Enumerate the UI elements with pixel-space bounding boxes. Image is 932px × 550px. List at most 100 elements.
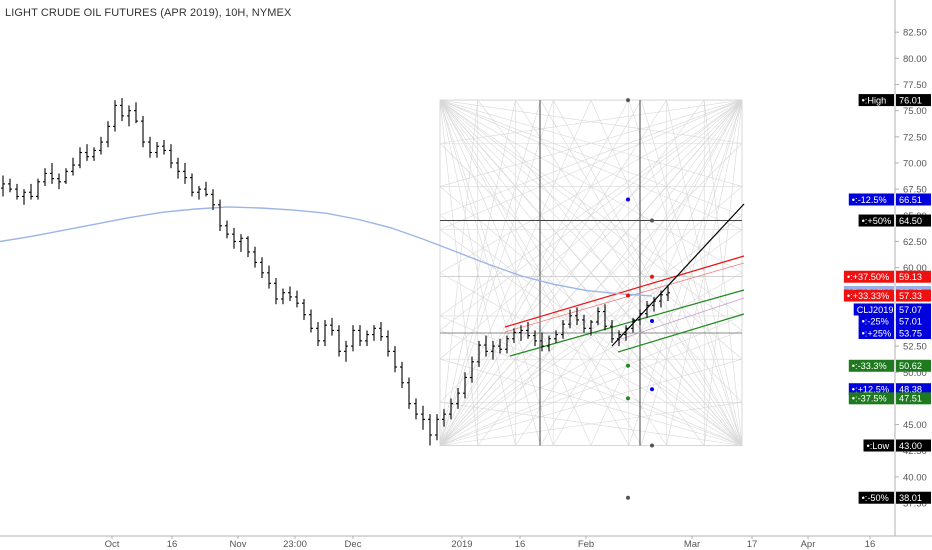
x-tick-label: 16 bbox=[167, 539, 178, 550]
price-label-value: 64.50 bbox=[899, 216, 922, 226]
price-bars bbox=[1, 98, 670, 446]
price-label-tag bbox=[858, 314, 894, 327]
trend-channels bbox=[504, 203, 745, 357]
price-label: •:-12.5% 66.51 bbox=[848, 193, 931, 206]
gann-fan-line bbox=[439, 99, 743, 403]
price-bar bbox=[267, 265, 271, 289]
gann-fan-line bbox=[439, 330, 743, 446]
price-bar bbox=[127, 105, 131, 127]
x-tick-label: 16 bbox=[515, 539, 526, 550]
y-tick-label: 75.00 bbox=[903, 106, 927, 117]
y-tick-label: 70.00 bbox=[903, 158, 927, 169]
price-label-tag bbox=[848, 193, 894, 206]
y-tick-label: 52.50 bbox=[903, 342, 927, 353]
price-label-text: •:-50% bbox=[862, 493, 889, 503]
price-label-tag bbox=[848, 392, 894, 405]
level-markers bbox=[626, 98, 654, 500]
level-marker-dot bbox=[650, 218, 654, 223]
level-marker-dot bbox=[626, 197, 630, 202]
price-label-value-box bbox=[896, 289, 931, 302]
price-label: •:-33.3% 50.62 bbox=[848, 359, 931, 372]
price-label: •:+33.33% 57.33 bbox=[843, 289, 931, 302]
gann-box bbox=[439, 99, 743, 447]
price-bar bbox=[589, 319, 593, 336]
x-tick-label: Nov bbox=[230, 539, 247, 550]
price-bar bbox=[246, 236, 250, 258]
price-bar bbox=[533, 330, 537, 347]
price-bar bbox=[43, 168, 47, 186]
price-label-value-box bbox=[896, 359, 931, 372]
price-bar bbox=[484, 335, 488, 357]
price-bar bbox=[134, 102, 138, 124]
price-bar bbox=[582, 314, 586, 333]
level-marker-dot bbox=[626, 98, 630, 103]
price-bar bbox=[260, 257, 264, 279]
price-label-tag bbox=[858, 214, 894, 227]
y-tick-label: 42.50 bbox=[903, 446, 927, 457]
price-bar bbox=[323, 319, 327, 347]
gann-fan-line bbox=[439, 402, 743, 446]
price-label-value-box bbox=[896, 392, 931, 405]
price-label-text: •:-37.5% bbox=[852, 394, 887, 404]
red-channel-lower bbox=[504, 262, 745, 333]
price-label-text: •:Low bbox=[867, 441, 890, 451]
price-label: •:Low 43.00 bbox=[863, 439, 931, 452]
y-tick-label: 77.50 bbox=[903, 80, 927, 91]
x-tick-label: Mar bbox=[684, 539, 700, 550]
price-label-value-box bbox=[896, 314, 931, 327]
price-label-value: 53.75 bbox=[899, 328, 922, 338]
price-bar bbox=[274, 278, 278, 305]
price-label-tag bbox=[853, 303, 894, 316]
price-bar bbox=[64, 168, 68, 184]
price-bar bbox=[1, 175, 5, 197]
level-marker-dot bbox=[650, 443, 654, 448]
price-label-value-box bbox=[896, 303, 931, 316]
price-bar bbox=[197, 185, 201, 200]
price-bar bbox=[400, 361, 404, 388]
price-label-tag bbox=[858, 491, 894, 504]
price-bar bbox=[414, 398, 418, 420]
price-bar bbox=[421, 405, 425, 430]
price-bar bbox=[148, 136, 152, 158]
price-bar bbox=[624, 325, 628, 341]
price-label-value: 50.62 bbox=[899, 361, 922, 371]
price-label: •:+50% 64.50 bbox=[858, 214, 931, 227]
price-label-text: •:+37.50% bbox=[847, 272, 889, 282]
gann-fan-line bbox=[540, 99, 743, 446]
price-bar bbox=[526, 322, 530, 339]
price-bar bbox=[155, 142, 159, 158]
price-bar bbox=[477, 340, 481, 368]
price-label-text: CLJ2019 bbox=[857, 305, 894, 315]
gann-fan-line bbox=[552, 99, 743, 446]
price-bar bbox=[78, 147, 82, 169]
price-bar bbox=[540, 332, 544, 352]
price-label-value: 47.51 bbox=[899, 394, 922, 404]
price-label: •:+37.50% 59.13 bbox=[843, 270, 931, 283]
price-bar bbox=[239, 234, 243, 252]
price-label-tag bbox=[843, 270, 894, 283]
price-label-value: 38.01 bbox=[899, 493, 922, 503]
price-label-tag bbox=[848, 383, 894, 396]
price-label: •:+25% 53.75 bbox=[858, 327, 931, 340]
price-label: •:-25% 57.01 bbox=[858, 314, 931, 327]
price-label-value: 66.51 bbox=[899, 195, 922, 205]
trend-ray bbox=[611, 203, 745, 347]
x-tick-label: Dec bbox=[345, 539, 362, 550]
gann-fan-line bbox=[439, 143, 743, 446]
price-label-value-box bbox=[896, 327, 931, 340]
price-bar bbox=[365, 330, 369, 347]
price-bar bbox=[295, 290, 299, 308]
green-channel-upper bbox=[509, 289, 745, 357]
price-bar bbox=[393, 346, 397, 373]
x-tick-label: Feb bbox=[578, 539, 594, 550]
x-tick-label: 16 bbox=[865, 539, 876, 550]
price-label-text: •:+25% bbox=[862, 328, 892, 338]
price-bar bbox=[379, 322, 383, 341]
x-tick-label: 17 bbox=[747, 539, 758, 550]
price-bar bbox=[631, 317, 635, 333]
price-label-value-box bbox=[896, 270, 931, 283]
gann-fan-line bbox=[641, 99, 743, 446]
red-channel-upper bbox=[504, 255, 745, 328]
price-label-value: 76.01 bbox=[899, 95, 922, 105]
